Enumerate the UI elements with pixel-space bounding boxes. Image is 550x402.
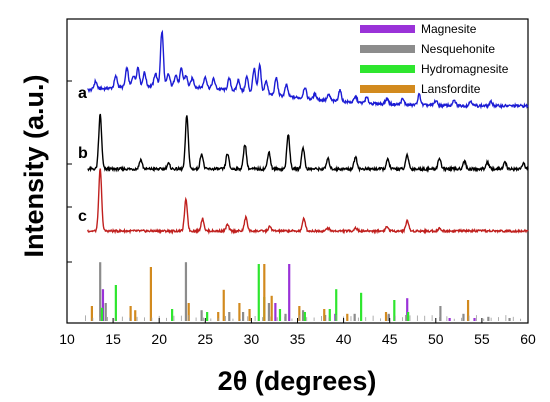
x-axis-title: 2θ (degrees) — [218, 366, 377, 396]
legend: Magnesite Nesquehonite Hydromagnesite Lansf… — [360, 22, 509, 96]
x-tick-label: 15 — [105, 331, 121, 347]
sample-curves: a b c — [78, 29, 529, 235]
x-axis: 10 15 20 25 30 35 40 45 50 55 60 — [59, 318, 536, 347]
legend-label-nesquehonite: Nesquehonite — [421, 42, 495, 56]
x-tick-label: 50 — [428, 331, 444, 347]
series-b-label: b — [78, 145, 88, 162]
x-tick-label: 40 — [336, 331, 352, 347]
y-axis-title: Intensity (a.u.) — [19, 74, 49, 257]
legend-label-magnesite: Magnesite — [421, 22, 477, 36]
legend-swatch-magnesite — [360, 25, 415, 33]
legend-label-lansfordite: Lansfordite — [421, 82, 481, 96]
series-c-label: c — [78, 208, 87, 225]
x-tick-label: 60 — [520, 331, 536, 347]
series-b-line — [87, 113, 529, 173]
series-a-label: a — [78, 85, 87, 102]
x-tick-label: 35 — [290, 331, 306, 347]
x-tick-label: 45 — [382, 331, 398, 347]
reference-patterns — [85, 262, 522, 321]
legend-swatch-lansfordite — [360, 85, 415, 93]
x-tick-label: 20 — [151, 331, 167, 347]
legend-swatch-hydromagnesite — [360, 65, 415, 73]
x-tick-label: 30 — [244, 331, 260, 347]
legend-label-hydromagnesite: Hydromagnesite — [421, 62, 509, 76]
x-tick-label: 25 — [198, 331, 214, 347]
series-c-line — [86, 168, 529, 235]
x-tick-label: 10 — [59, 331, 75, 347]
legend-swatch-nesquehonite — [360, 45, 415, 53]
x-tick-label: 55 — [474, 331, 490, 347]
series-a-line — [87, 29, 529, 110]
